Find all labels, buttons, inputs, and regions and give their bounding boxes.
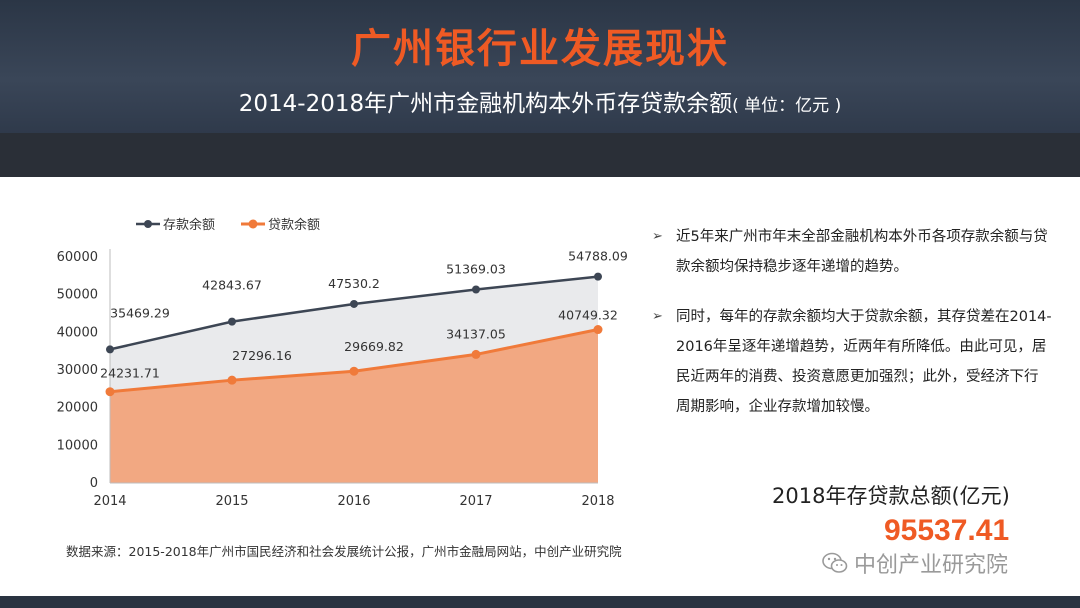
- x-tick-label: 2017: [459, 494, 492, 509]
- loan-area: [110, 329, 598, 483]
- total-label: 2018年存贷款总额(亿元): [772, 484, 1010, 508]
- area-chart: 0 10000 20000 30000 40000 50000 60000 2014 2015 2…: [57, 217, 628, 509]
- deposit-point: [350, 299, 358, 308]
- y-tick-label: 20000: [57, 401, 98, 416]
- header-banner: 广州银行业发展现状 2014-2018年广州市金融机构本外币存贷款余额( 单位：…: [0, 0, 1080, 133]
- loan-point: [471, 349, 481, 359]
- arrow-bullet-icon: ➢: [652, 229, 663, 244]
- legend-loan-label: 贷款余额: [268, 217, 320, 233]
- watermark: 中创产业研究院: [822, 547, 1008, 579]
- y-tick-label: 40000: [57, 325, 98, 340]
- deposit-data-label: 47530.2: [328, 276, 380, 291]
- chart-subtitle: 2014-2018年广州市金融机构本外币存贷款余额( 单位：亿元 ): [0, 84, 1080, 118]
- y-tick-label: 50000: [57, 288, 98, 303]
- total-value: 95537.41: [884, 514, 1010, 547]
- deposit-data-label: 51369.03: [446, 262, 506, 277]
- page-title: 广州银行业发展现状: [351, 26, 729, 72]
- x-tick-label: 2015: [215, 494, 248, 509]
- deposit-point: [228, 317, 236, 326]
- legend-loan-marker: [248, 219, 258, 229]
- y-tick-label: 0: [90, 476, 98, 491]
- note-text: 同时，每年的存款余额均大于贷款余额，其存贷差在2014-2016年呈逐年递增趋势…: [676, 309, 1052, 415]
- loan-data-label: 40749.32: [558, 308, 618, 323]
- x-tick-label: 2016: [337, 494, 370, 509]
- loan-data-label: 29669.82: [344, 339, 404, 354]
- watermark-text: 中创产业研究院: [854, 553, 1009, 578]
- y-tick-label: 30000: [57, 363, 98, 378]
- loan-point: [227, 375, 237, 385]
- loan-data-label: 27296.16: [232, 348, 292, 363]
- legend-deposit-label: 存款余额: [163, 217, 215, 233]
- note-item: ➢ 近5年来广州市年末全部金融机构本外币各项存款余额与贷款余额均保持稳步逐年递增…: [652, 222, 1052, 282]
- deposit-point: [594, 272, 602, 281]
- notes-panel: ➢ 近5年来广州市年末全部金融机构本外币各项存款余额与贷款余额均保持稳步逐年递增…: [652, 222, 1052, 442]
- loan-data-label: 34137.05: [446, 326, 506, 341]
- wechat-icon: [822, 552, 848, 573]
- unit-text: ( 单位：亿元 ): [732, 96, 842, 116]
- note-item: ➢ 同时，每年的存款余额均大于贷款余额，其存贷差在2014-2016年呈逐年递增…: [652, 302, 1052, 422]
- deposit-data-label: 35469.29: [110, 305, 170, 320]
- arrow-bullet-icon: ➢: [652, 309, 663, 324]
- x-tick-label: 2018: [581, 494, 614, 509]
- loan-point: [349, 366, 359, 376]
- y-tick-label: 10000: [57, 438, 98, 453]
- y-tick-label: 60000: [57, 250, 98, 265]
- footer-band: [0, 596, 1080, 608]
- deposit-data-label: 42843.67: [202, 278, 262, 293]
- subtitle-text: 2014-2018年广州市金融机构本外币存贷款余额: [238, 91, 733, 117]
- deposit-point: [472, 285, 480, 294]
- data-source: 数据来源：2015-2018年广州市国民经济和社会发展统计公报，广州市金融局网站…: [66, 544, 622, 559]
- deposit-data-label: 54788.09: [568, 249, 628, 264]
- dark-band: [0, 133, 1080, 177]
- loan-point: [105, 387, 115, 397]
- loan-data-label: 24231.71: [100, 366, 160, 381]
- x-tick-label: 2014: [93, 494, 126, 509]
- legend-deposit-marker: [144, 220, 152, 228]
- loan-point: [593, 325, 603, 335]
- note-text: 近5年来广州市年末全部金融机构本外币各项存款余额与贷款余额均保持稳步逐年递增的趋…: [676, 229, 1048, 275]
- deposit-point: [106, 345, 114, 354]
